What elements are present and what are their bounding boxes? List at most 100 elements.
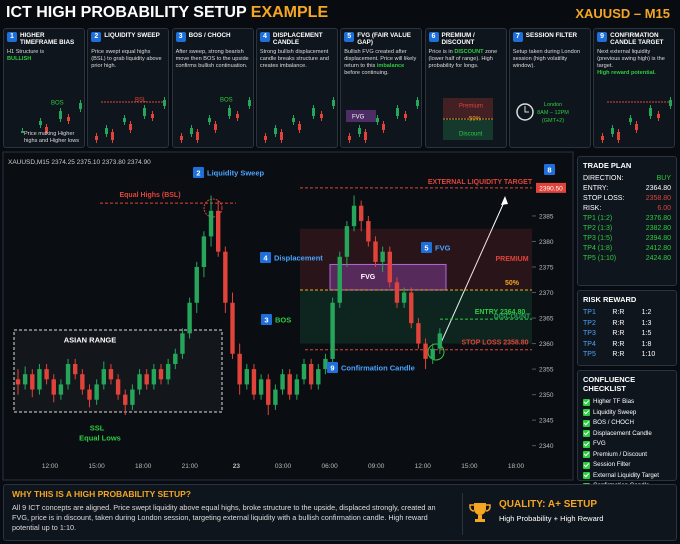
chart-annotation: ASIAN RANGE bbox=[64, 336, 117, 345]
rr-cell: TP5 bbox=[583, 351, 596, 358]
candle-body bbox=[251, 369, 257, 395]
rr-cell: 1:3 bbox=[641, 319, 652, 327]
trade-value: 2412.80 bbox=[645, 245, 671, 252]
y-tick-label: 2355 bbox=[539, 367, 554, 374]
quality-sub: High Probability + High Reward bbox=[499, 514, 604, 523]
candle-body bbox=[237, 353, 242, 385]
check-item: Liquidity Sweep bbox=[583, 408, 671, 419]
candle-body bbox=[351, 205, 357, 227]
candle-body bbox=[409, 292, 414, 324]
panel-text: Strong bullish displacement candle break… bbox=[259, 49, 329, 69]
candle-body bbox=[301, 364, 307, 380]
trade-value: 2382.80 bbox=[645, 225, 671, 232]
panel-text: H1 Structure is bbox=[7, 49, 44, 55]
panel: 9 CONFIRMATION CANDLE TARGET Next external… bbox=[593, 28, 676, 148]
mini-candle bbox=[227, 108, 231, 116]
trade-key: TP4 (1:8) bbox=[583, 245, 613, 252]
panel-badge: 2 bbox=[91, 32, 102, 42]
y-tick-label: 2340 bbox=[539, 443, 554, 450]
check-text: BOS / CHOCH bbox=[593, 419, 634, 426]
trade-key: STOP LOSS: bbox=[583, 195, 625, 202]
mini-candle bbox=[235, 114, 239, 118]
footer-title: WHY THIS IS A HIGH PROBABILITY SETUP? bbox=[12, 489, 191, 499]
chart-annotation: Liquidity Sweep bbox=[207, 169, 265, 178]
panel-title: 5 FVG (FAIR VALUE GAP) bbox=[344, 32, 418, 47]
chart-badge-num: 9 bbox=[330, 364, 334, 373]
x-tick-label: 12:00 bbox=[42, 463, 59, 470]
chart-annotation: BOS bbox=[275, 316, 291, 325]
mini-chart: Premium 50% Discount bbox=[442, 98, 493, 140]
candle-body bbox=[430, 348, 435, 359]
chart-badge bbox=[261, 314, 272, 325]
candle-body bbox=[323, 358, 328, 370]
price-tag-label: 2390.50 bbox=[539, 185, 563, 192]
mini-chart bbox=[601, 97, 673, 143]
candle-body bbox=[401, 292, 407, 303]
trade-row: TP1 (1:2) 2376.80 bbox=[583, 214, 671, 224]
check-item: External Liquidity Target bbox=[583, 471, 671, 482]
candle-body bbox=[437, 333, 443, 349]
trade-value: 2394.80 bbox=[645, 235, 671, 242]
rr-cell: TP3 bbox=[583, 330, 596, 337]
trade-key: TP5 (1:10) bbox=[583, 255, 617, 262]
x-tick-label: 23 bbox=[233, 463, 241, 470]
mini-candle bbox=[376, 118, 380, 122]
rr-row: TP2 R:R 1:3 bbox=[583, 319, 671, 330]
trade-value: 2358.80 bbox=[645, 195, 671, 202]
candle-body bbox=[359, 205, 364, 222]
trade-row: ENTRY: 2364.80 bbox=[583, 184, 671, 194]
check-box bbox=[583, 430, 590, 438]
x-tick-label: 15:00 bbox=[88, 463, 105, 470]
mini-candle bbox=[404, 114, 408, 118]
confirm-circle bbox=[427, 343, 445, 361]
check-box bbox=[583, 440, 590, 448]
trade-value: 2376.80 bbox=[645, 215, 671, 222]
check-text: Premium / Discount bbox=[593, 450, 647, 458]
mini-candle bbox=[617, 132, 621, 140]
mini-chart: FVG bbox=[346, 97, 420, 143]
candle-body bbox=[423, 343, 428, 359]
candle-body bbox=[287, 374, 292, 395]
check-item: Displacement Candle bbox=[583, 429, 671, 440]
level-label: ENTRY 2364.80 bbox=[475, 309, 526, 316]
mini-chart: BOS bbox=[179, 97, 251, 143]
candle-body bbox=[101, 369, 106, 385]
sweep-circle bbox=[203, 198, 223, 218]
candle-body bbox=[380, 251, 385, 262]
panel-title: 1 HIGHER TIMEFRAME BIAS bbox=[7, 32, 81, 47]
candle-body bbox=[394, 282, 400, 303]
chart-annotation: Displacement bbox=[274, 254, 323, 263]
candle-body bbox=[130, 389, 135, 405]
candle-body bbox=[208, 210, 214, 237]
candle-body bbox=[15, 379, 21, 385]
title: ICT HIGH PROBABILITY SETUP bbox=[6, 4, 247, 21]
x-tick-label: 06:00 bbox=[321, 463, 338, 470]
mini-fvg bbox=[346, 110, 377, 122]
panel-text: Price is in bbox=[428, 49, 453, 55]
panel: 6 PREMIUM / DISCOUNT Price is in DISCOUNT … bbox=[424, 28, 507, 148]
mini-candle bbox=[247, 100, 251, 106]
mini-label: London bbox=[544, 102, 562, 108]
mini-candle bbox=[273, 128, 277, 134]
trade-value: 6.00 bbox=[657, 205, 671, 212]
candle-body bbox=[244, 369, 249, 385]
panel-body: Price is in DISCOUNT zone (lower half of… bbox=[429, 49, 503, 70]
y-tick-label: 2375 bbox=[539, 265, 554, 272]
rr-row: TP4 R:R 1:8 bbox=[583, 340, 671, 351]
panel-title: 7 SESSION FILTER bbox=[512, 32, 587, 47]
panel-body: H1 Structure is BULLISH bbox=[7, 49, 81, 63]
trade-row: TP4 (1:8) 2412.80 bbox=[583, 244, 671, 254]
mini-candle bbox=[601, 136, 605, 140]
trade-key: RISK: bbox=[583, 205, 602, 212]
rr-row: TP1 R:R 1:2 bbox=[583, 308, 671, 319]
panel-title: 2 LIQUIDITY SWEEP bbox=[91, 32, 165, 47]
candle-body bbox=[373, 241, 378, 262]
panel-highlight: High reward potential. bbox=[597, 70, 656, 76]
candle-body bbox=[316, 369, 321, 385]
mini-candle bbox=[364, 132, 368, 140]
trade-value: BUY bbox=[656, 175, 671, 182]
mini-candle bbox=[669, 100, 673, 106]
trade-value: 2364.80 bbox=[645, 185, 671, 192]
mini-label: 50% bbox=[469, 117, 482, 123]
mini-candle bbox=[45, 127, 48, 133]
